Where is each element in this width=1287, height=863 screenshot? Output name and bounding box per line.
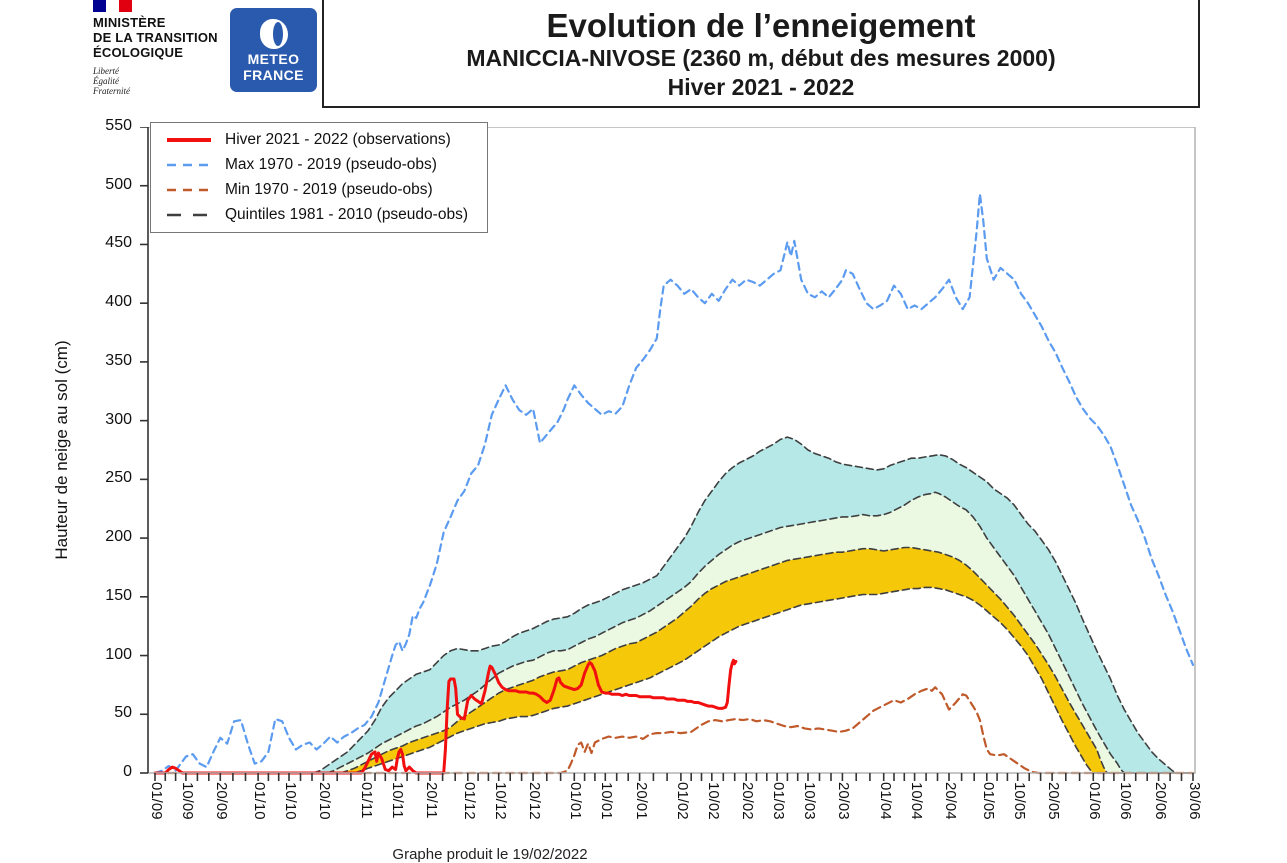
legend-marker-max [167,163,211,167]
x-tick-label-01-05: 01/05 [979,782,997,820]
legend-marker-observations [167,137,211,142]
x-tick-label-20-01: 20/01 [632,782,650,820]
legend-label-min: Min 1970 - 2019 (pseudo-obs) [225,181,433,199]
x-tick-label-01-01: 01/01 [567,782,585,820]
x-tick-label-20-12: 20/12 [526,782,544,820]
y-tick-label-100: 100 [105,645,132,663]
meteo-france-logo: METEO FRANCE [230,8,317,92]
chart-title: Evolution de l’enneigement [546,7,976,44]
x-tick-label-01-12: 01/12 [460,782,478,820]
x-tick-label-10-04: 10/04 [907,782,925,820]
x-tick-label-01-06: 01/06 [1086,782,1104,820]
motto-liberte: Liberté [93,66,119,76]
chart-season: Hiver 2021 - 2022 [667,74,855,100]
x-tick-label-10-05: 10/05 [1010,782,1028,820]
x-tick-label-30-06: 30/06 [1186,782,1203,820]
x-tick-label-10-01: 10/01 [598,782,616,820]
legend-item-max: Max 1970 - 2019 (pseudo-obs) [151,153,487,177]
legend-marker-min [167,188,211,192]
y-tick-label-200: 200 [105,528,132,546]
title-box: Evolution de l’enneigement MANICCIA-NIVO… [322,0,1200,108]
legend-item-observations: Hiver 2021 - 2022 (observations) [151,128,487,152]
x-tick-label-20-05: 20/05 [1045,782,1063,820]
ministry-name-line3: ÉCOLOGIQUE [93,45,184,60]
snow-depth-chart [140,127,1196,781]
x-tick-label-10-03: 10/03 [801,782,819,820]
y-tick-label-350: 350 [105,351,132,369]
chart-subtitle: MANICCIA-NIVOSE (2360 m, début des mesur… [466,45,1056,71]
y-tick-label-50: 50 [114,704,132,722]
x-tick-label-01-10: 01/10 [251,782,269,820]
x-tick-label-20-04: 20/04 [941,782,959,820]
series-q40 [339,546,1194,774]
ministry-logo: MINISTÈRE DE LA TRANSITION ÉCOLOGIQUE Li… [93,0,233,96]
series-q80 [312,436,1194,774]
x-tick-label-01-03: 01/03 [770,782,788,820]
series-max [153,192,1195,775]
x-tick-label-01-04: 01/04 [876,782,894,820]
quintile-band-Q60-Q80 [313,437,1194,773]
y-tick-label-300: 300 [105,410,132,428]
series-observations [153,658,738,775]
series-q20 [353,586,1194,774]
x-tick-label-20-03: 20/03 [835,782,853,820]
french-flag-icon [93,0,132,12]
legend-label-max: Max 1970 - 2019 (pseudo-obs) [225,155,437,173]
y-tick-label-250: 250 [105,469,132,487]
y-tick-label-500: 500 [105,175,132,193]
x-tick-label-20-02: 20/02 [739,782,757,820]
ministry-name-line2: DE LA TRANSITION [93,30,218,45]
legend-label-quintiles: Quintiles 1981 - 2010 (pseudo-obs) [225,206,468,224]
chart-caption: Graphe produit le 19/02/2022 [392,846,588,863]
flag-blue [93,0,106,12]
y-tick-label-400: 400 [105,293,132,311]
meteo-france-wordmark: METEO FRANCE [243,51,304,83]
meteo-france-icon [258,17,290,51]
quintile-band-Q40-Q60 [326,492,1193,773]
chart-legend: Hiver 2021 - 2022 (observations) Max 197… [150,122,488,233]
x-tick-label-10-09: 10/09 [178,782,196,820]
x-tick-label-20-11: 20/11 [422,782,440,819]
flag-white [106,0,119,12]
x-tick-label-10-12: 10/12 [491,782,509,820]
quintile-band-Q20-Q40 [340,547,1194,773]
y-tick-label-150: 150 [105,586,132,604]
motto-egalite: Égalité [93,76,119,86]
x-tick-label-10-06: 10/06 [1117,782,1135,820]
x-tick-label-20-06: 20/06 [1151,782,1169,820]
x-tick-label-10-10: 10/10 [282,782,300,820]
y-tick-label-0: 0 [123,763,132,780]
ministry-name-line1: MINISTÈRE [93,15,166,30]
x-tick-label-01-11: 01/11 [357,782,375,819]
legend-item-quintiles: Quintiles 1981 - 2010 (pseudo-obs) [151,203,487,227]
motto-fraternite: Fraternité [93,86,130,96]
flag-red [119,0,132,12]
y-axis-title: Hauteur de neige au sol (cm) [52,340,71,560]
y-tick-label-550: 550 [105,117,132,134]
x-tick-label-01-09: 01/09 [148,782,165,820]
legend-item-min: Min 1970 - 2019 (pseudo-obs) [151,178,487,202]
legend-label-observations: Hiver 2021 - 2022 (observations) [225,130,451,148]
y-tick-label-450: 450 [105,234,132,252]
legend-marker-quintiles [167,214,211,217]
x-tick-label-20-09: 20/09 [213,782,231,820]
series-min [153,686,1195,775]
x-tick-label-20-10: 20/10 [316,782,334,820]
x-tick-label-01-02: 01/02 [673,782,691,820]
series-q60 [326,491,1194,774]
x-tick-label-10-11: 10/11 [388,782,406,819]
x-tick-label-10-02: 10/02 [704,782,722,820]
